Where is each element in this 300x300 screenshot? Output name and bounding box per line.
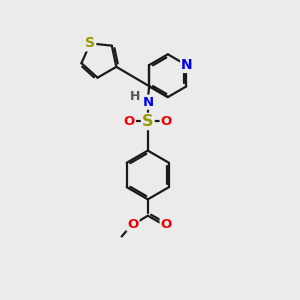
Text: O: O bbox=[124, 115, 135, 128]
Text: O: O bbox=[160, 115, 172, 128]
Text: H: H bbox=[130, 90, 140, 103]
Text: S: S bbox=[142, 114, 154, 129]
Text: S: S bbox=[85, 36, 95, 50]
Text: N: N bbox=[142, 96, 153, 109]
Text: O: O bbox=[160, 218, 172, 230]
Text: N: N bbox=[181, 58, 193, 72]
Text: O: O bbox=[127, 218, 139, 230]
